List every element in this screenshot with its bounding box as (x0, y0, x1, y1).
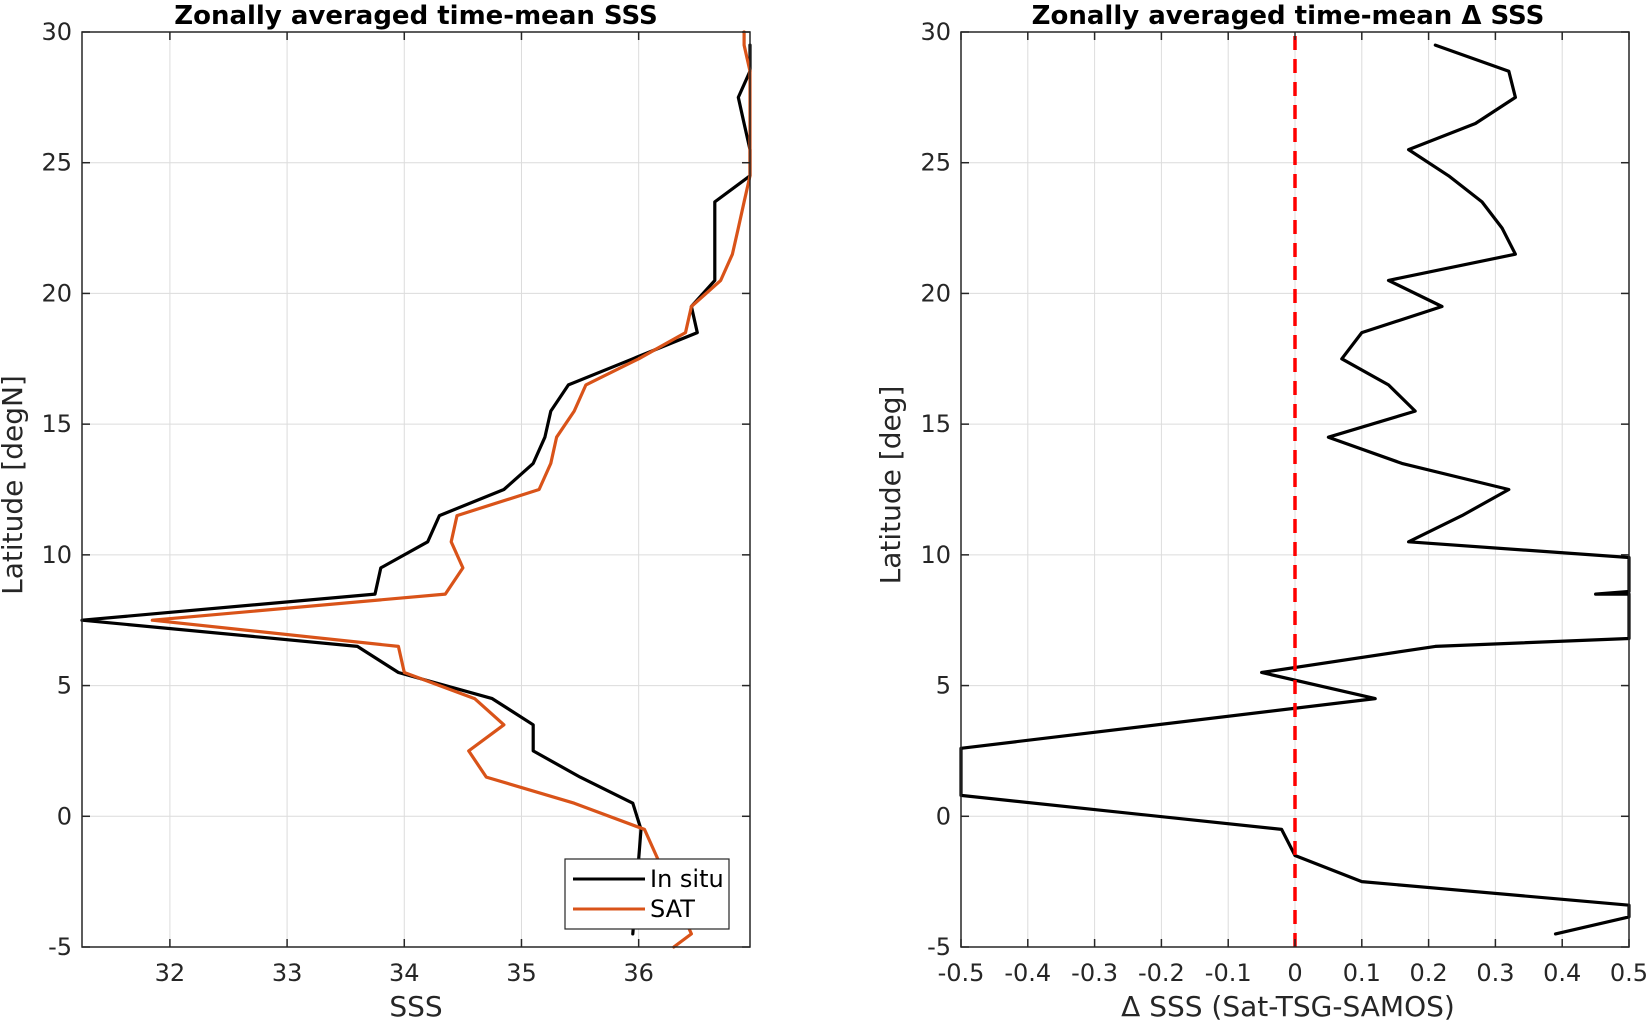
sss-x-tick-label: 32 (155, 959, 186, 987)
sss-x-tick-label: 35 (506, 959, 537, 987)
sss-series-in-situ-line (80, 43, 752, 936)
sss-x-tick-label: 34 (389, 959, 420, 987)
delta-series-delta-line (959, 43, 1631, 936)
delta-x-tick-label: 0.3 (1476, 959, 1514, 987)
delta-x-tick-label: -0.5 (938, 959, 985, 987)
sss-axes-box (81, 31, 751, 948)
delta-x-tick-label: -0.4 (1004, 959, 1051, 987)
sss-y-tick-label: -5 (48, 933, 72, 961)
sss-panel: 32 33 34 35 36 -5 0 5 10 15 20 25 30 Zonally average… (0, 1, 752, 1023)
sss-x-tick-label: 36 (623, 959, 654, 987)
delta-x-tick-label: 0.2 (1410, 959, 1448, 987)
sss-y-tick-label: 30 (41, 18, 72, 46)
delta-y-tick-label: 10 (920, 541, 951, 569)
delta-x-tick-label: -0.3 (1071, 959, 1118, 987)
delta-chart-title: Zonally averaged time-mean Δ SSS (1032, 1, 1545, 31)
delta-x-tick-label: 0.5 (1610, 959, 1648, 987)
legend-in-situ-label: In situ (650, 865, 724, 893)
delta-y-tick-label: 20 (920, 279, 951, 307)
sss-ticks: 32 33 34 35 36 -5 0 5 10 15 20 25 30 (41, 18, 750, 987)
legend-box (564, 858, 730, 930)
legend: In situ SAT (564, 858, 730, 930)
legend-sat-label: SAT (650, 895, 695, 923)
delta-x-axis-label: Δ SSS (Sat-TSG-SAMOS) (1121, 990, 1455, 1023)
delta-y-tick-label: -5 (927, 933, 951, 961)
sss-chart-title: Zonally averaged time-mean SSS (174, 1, 658, 31)
delta-ticks: -0.5 -0.4 -0.3 -0.2 -0.1 0 0.1 0.2 0.3 0.4 0.5 -5 0 5… (920, 18, 1648, 987)
delta-series-layer (959, 43, 1631, 936)
delta-y-tick-label: 15 (920, 410, 951, 438)
delta-x-tick-label: -0.2 (1138, 959, 1185, 987)
delta-y-axis-label: Latitude [deg] (874, 386, 907, 585)
delta-x-tick-label: -0.1 (1205, 959, 1252, 987)
sss-y-tick-label: 15 (41, 410, 72, 438)
delta-x-tick-label: 0.4 (1543, 959, 1581, 987)
delta-x-tick-label: 0 (1287, 959, 1302, 987)
delta-y-tick-label: 25 (920, 149, 951, 177)
sss-x-tick-label: 33 (272, 959, 303, 987)
delta-y-tick-label: 30 (920, 18, 951, 46)
sss-y-axis-label: Latitude [degN] (0, 375, 29, 595)
delta-x-tick-label: 0.1 (1343, 959, 1381, 987)
delta-y-tick-label: 5 (936, 672, 951, 700)
sss-y-tick-label: 0 (57, 802, 72, 830)
sss-y-tick-label: 25 (41, 149, 72, 177)
sss-y-tick-label: 20 (41, 279, 72, 307)
delta-y-tick-label: 0 (936, 802, 951, 830)
sss-x-axis-label: SSS (389, 990, 442, 1023)
sss-y-tick-label: 10 (41, 541, 72, 569)
delta-sss-panel: -0.5 -0.4 -0.3 -0.2 -0.1 0 0.1 0.2 0.3 0.4 0.5 -5 0 5… (874, 1, 1648, 1023)
sss-y-tick-label: 5 (57, 672, 72, 700)
